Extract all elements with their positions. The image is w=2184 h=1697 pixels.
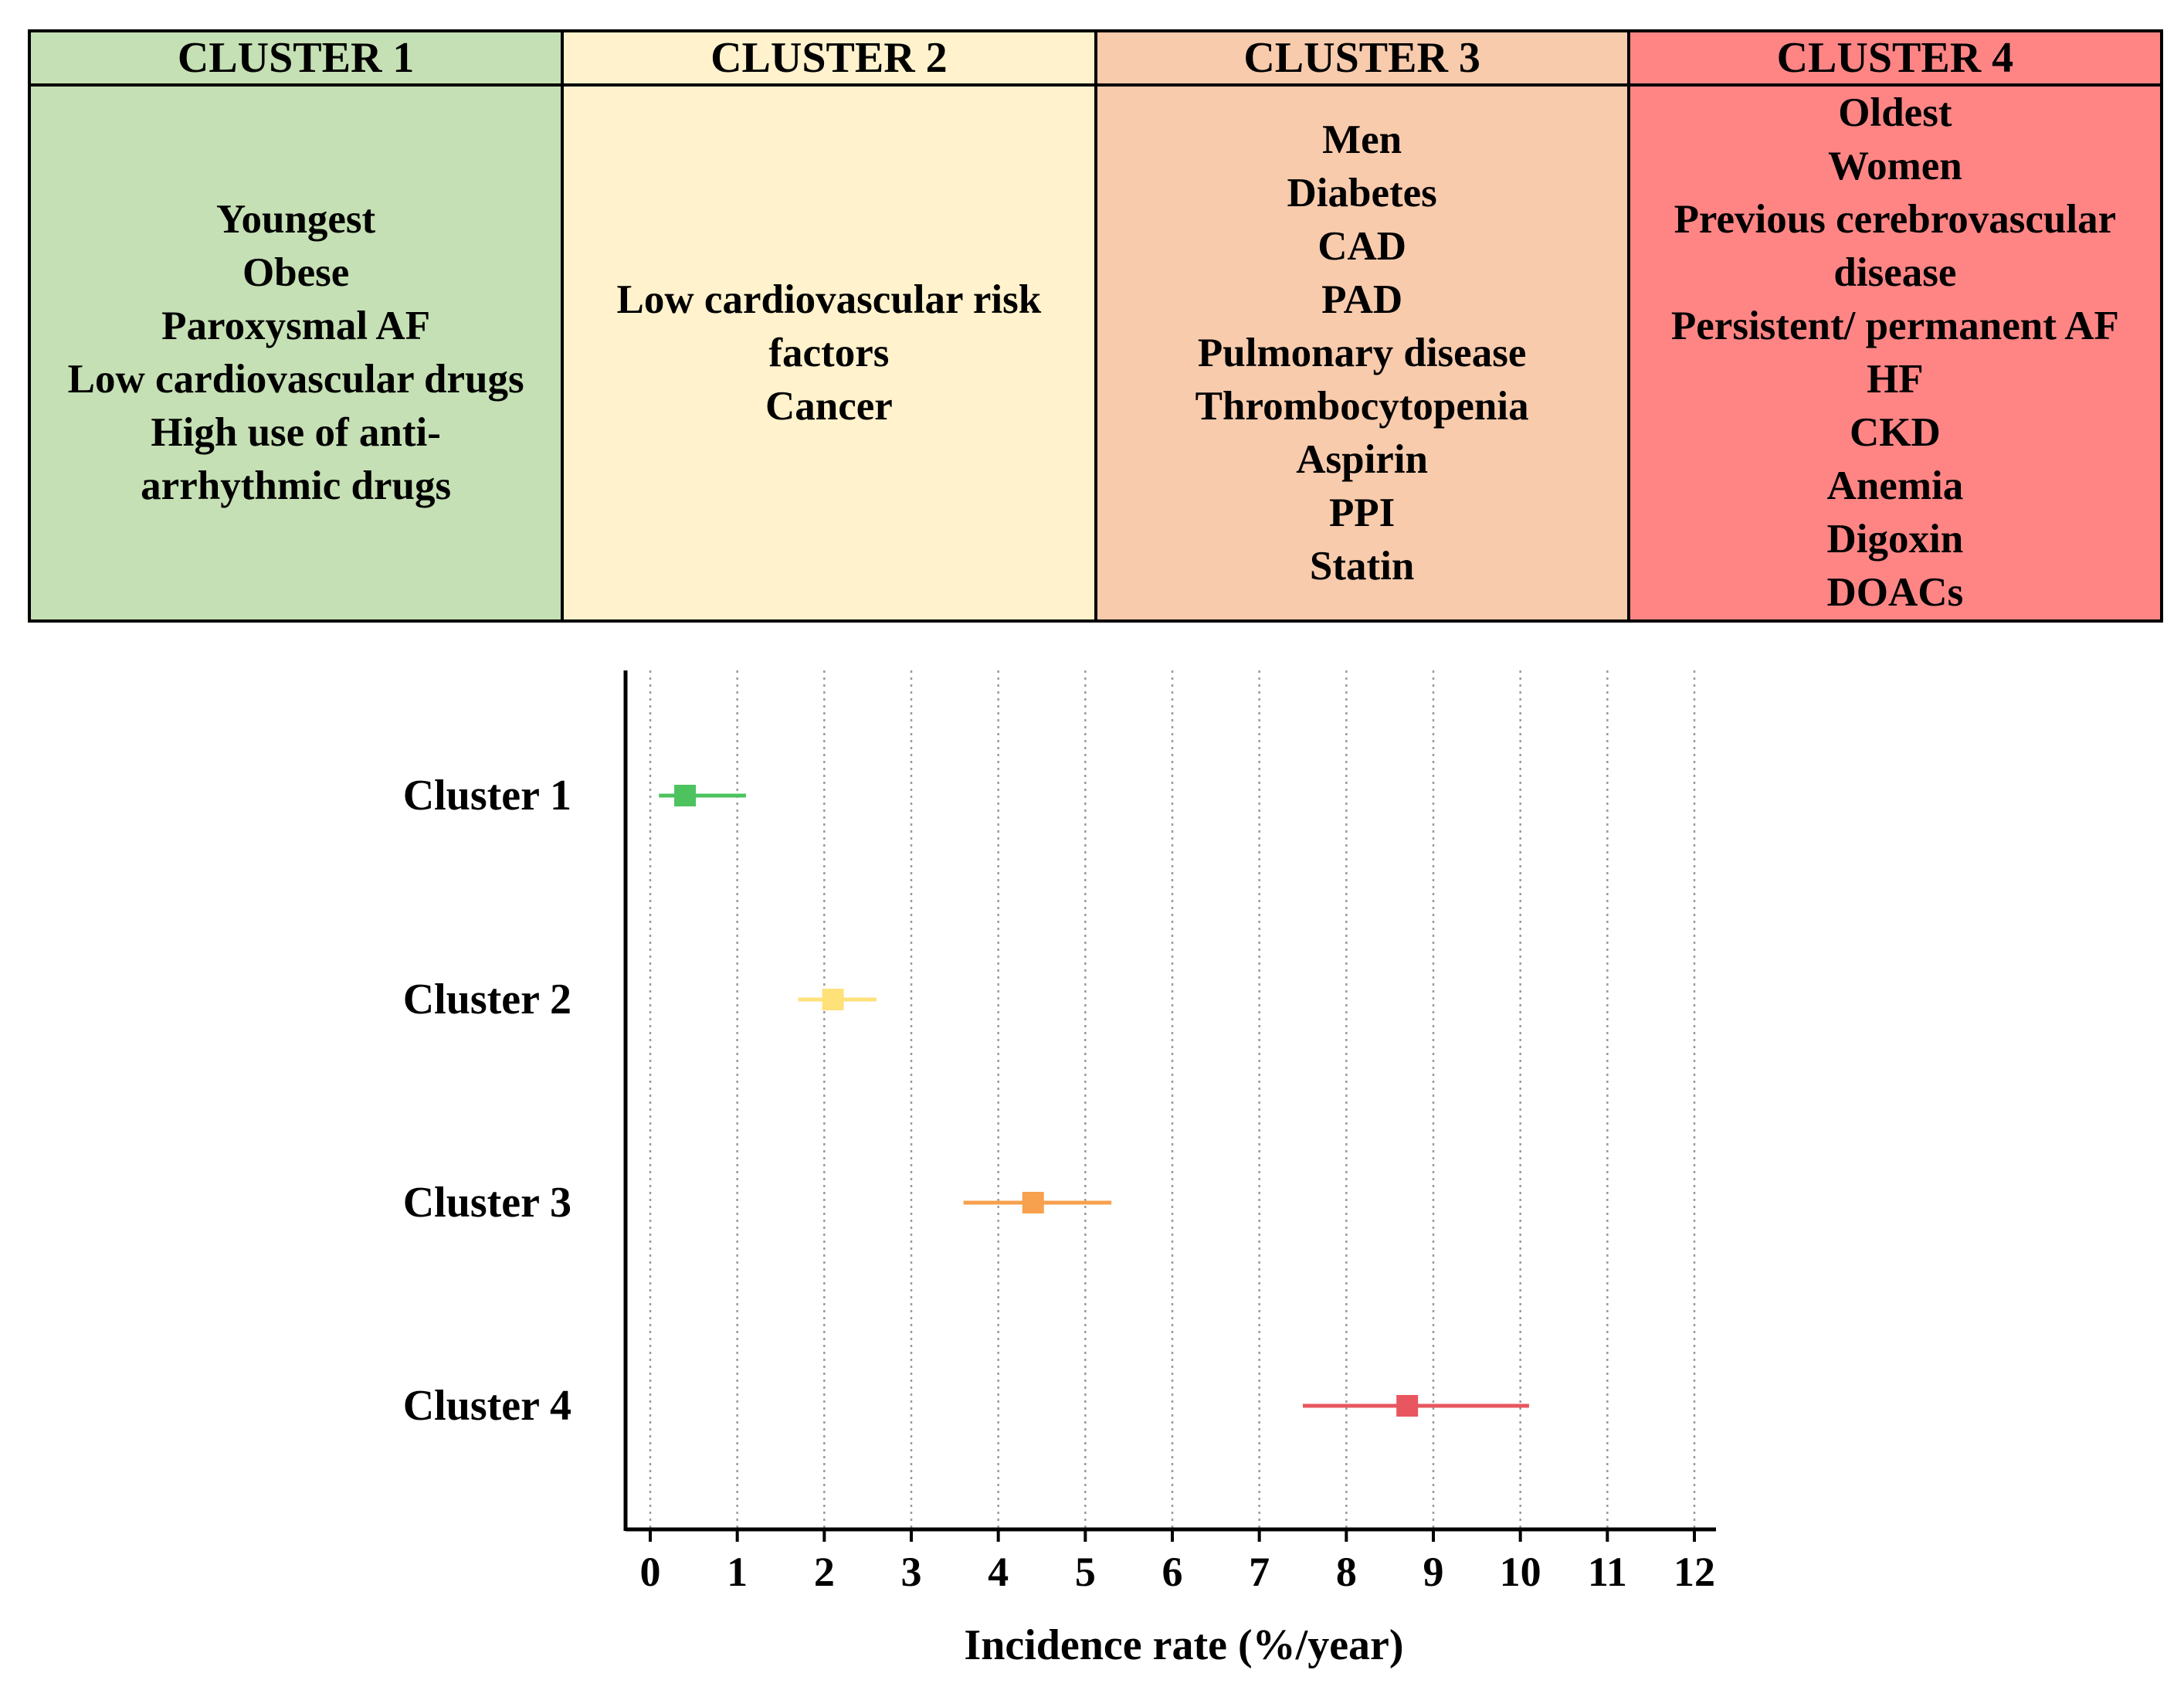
point-estimate: [674, 785, 697, 806]
cluster-2-feature: factors: [768, 330, 890, 375]
table-header-row: CLUSTER 1 CLUSTER 2 CLUSTER 3 CLUSTER 4: [27, 29, 2164, 87]
x-tick-label: 0: [640, 1549, 661, 1595]
cluster-3-feature: Statin: [1309, 543, 1415, 589]
cluster-3-feature: Thrombocytopenia: [1195, 383, 1529, 429]
x-tick-label: 4: [988, 1549, 1009, 1595]
cluster-1-feature: High use of anti-: [151, 410, 441, 455]
x-tick-label: 7: [1249, 1549, 1270, 1595]
point-estimate: [1022, 1192, 1044, 1213]
y-category-label: Cluster 4: [403, 1382, 571, 1430]
cluster-4-header: CLUSTER 4: [1626, 29, 2164, 87]
cluster-characteristics-table: CLUSTER 1 CLUSTER 2 CLUSTER 3 CLUSTER 4 …: [27, 29, 2164, 623]
cluster-4-features: Oldest Women Previous cerebrovascular di…: [1626, 83, 2164, 623]
y-category-label: Cluster 1: [403, 772, 571, 820]
cluster-2-features: Low cardiovascular risk factors Cancer: [561, 83, 1097, 623]
cluster-4-feature: DOACs: [1826, 570, 1964, 615]
cluster-4-feature: Anemia: [1826, 463, 1964, 508]
cluster-3-feature: CAD: [1318, 223, 1407, 269]
cluster-1-feature: Low cardiovascular drugs: [67, 357, 524, 402]
cluster-3-feature: Aspirin: [1296, 436, 1429, 482]
cluster-2-feature: Low cardiovascular risk: [616, 277, 1042, 322]
x-tick-label: 10: [1500, 1549, 1541, 1595]
cluster-4-feature: Oldest: [1838, 90, 1952, 135]
cluster-1-feature: arrhythmic drugs: [141, 463, 452, 508]
cluster-2-header: CLUSTER 2: [561, 29, 1097, 87]
x-tick-label: 1: [727, 1549, 748, 1595]
cluster-4-feature: disease: [1833, 250, 1957, 295]
y-category-label: Cluster 3: [403, 1179, 571, 1227]
x-tick-label: 2: [814, 1549, 835, 1595]
point-estimate: [822, 989, 844, 1010]
cluster-1-features: Youngest Obese Paroxysmal AF Low cardiov…: [27, 83, 565, 623]
axes: [623, 670, 1716, 1542]
cluster-4-feature: HF: [1867, 357, 1924, 402]
cluster-1-feature: Youngest: [216, 197, 376, 242]
cluster-3-header: CLUSTER 3: [1094, 29, 1630, 87]
x-tick-label: 5: [1075, 1549, 1096, 1595]
data-marks: [659, 785, 1529, 1417]
cluster-3-feature: Diabetes: [1287, 170, 1437, 216]
cluster-2-feature: Cancer: [765, 383, 893, 429]
x-tick-label: 11: [1588, 1549, 1627, 1595]
cluster-3-feature: Pulmonary disease: [1197, 330, 1527, 375]
table-features-row: Youngest Obese Paroxysmal AF Low cardiov…: [27, 83, 2164, 623]
cluster-4-feature: Previous cerebrovascular: [1674, 197, 2117, 242]
x-tick-label: 12: [1674, 1549, 1715, 1595]
x-tick-label: 8: [1336, 1549, 1357, 1595]
cluster-3-feature: PPI: [1328, 490, 1396, 535]
y-category-label: Cluster 2: [403, 976, 571, 1023]
point-estimate: [1396, 1395, 1419, 1417]
cluster-3-features: Men Diabetes CAD PAD Pulmonary disease T…: [1094, 83, 1630, 623]
x-axis-title: Incidence rate (%/year): [964, 1621, 1403, 1669]
cluster-3-feature: PAD: [1321, 277, 1403, 322]
x-tick-label: 9: [1423, 1549, 1444, 1595]
cluster-4-feature: Women: [1828, 144, 1962, 188]
cluster-1-feature: Obese: [242, 250, 350, 295]
cluster-1-feature: Paroxysmal AF: [161, 304, 431, 348]
cluster-4-feature: Digoxin: [1826, 517, 1964, 562]
cluster-3-feature: Men: [1322, 117, 1402, 162]
cluster-1-header: CLUSTER 1: [27, 29, 565, 87]
x-tick-label: 6: [1162, 1549, 1183, 1595]
cluster-4-feature: Persistent/ permanent AF: [1670, 304, 2119, 348]
cluster-4-feature: CKD: [1849, 410, 1941, 455]
x-tick-label: 3: [901, 1549, 922, 1595]
gridlines: [649, 670, 1696, 1529]
